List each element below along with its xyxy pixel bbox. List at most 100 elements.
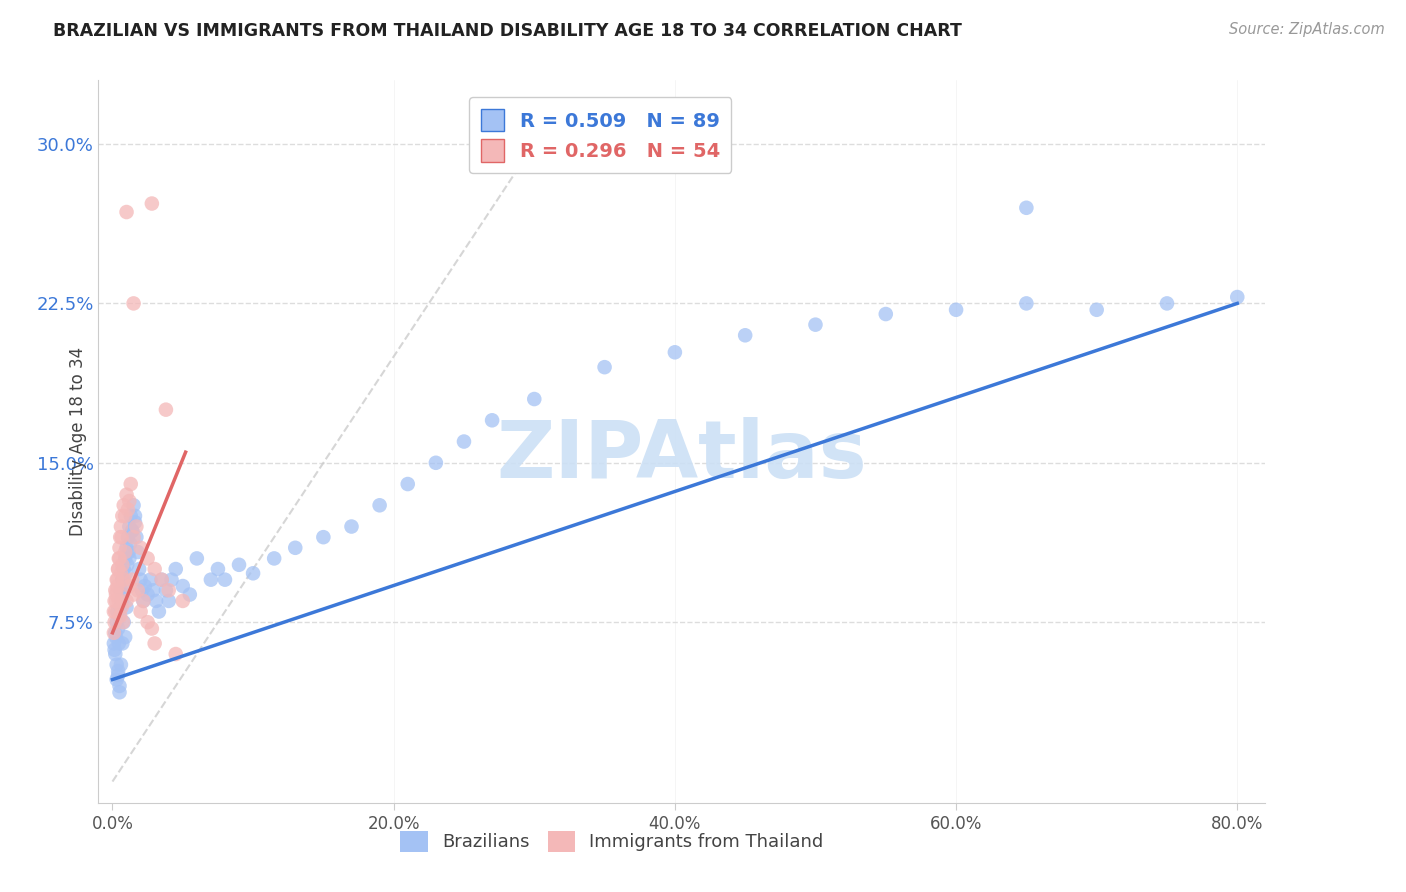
Point — [105, 657, 128, 672]
Point — [664, 345, 686, 359]
Point — [127, 545, 149, 559]
Point — [108, 608, 131, 623]
Point — [105, 573, 128, 587]
Point — [142, 583, 165, 598]
Point — [1015, 201, 1038, 215]
Point — [453, 434, 475, 449]
Point — [1156, 296, 1178, 310]
Point — [107, 664, 129, 678]
Point — [107, 562, 129, 576]
Point — [129, 573, 152, 587]
Point — [340, 519, 363, 533]
Point — [103, 636, 125, 650]
Point — [104, 615, 127, 630]
Point — [132, 594, 155, 608]
Point — [114, 551, 136, 566]
Point — [114, 579, 135, 593]
Point — [122, 530, 145, 544]
Point — [186, 551, 208, 566]
Point — [111, 558, 134, 572]
Point — [118, 519, 141, 533]
Point — [172, 594, 194, 608]
Point — [121, 524, 143, 538]
Point — [131, 583, 153, 598]
Point — [111, 530, 132, 544]
Point — [523, 392, 546, 406]
Point — [108, 685, 131, 699]
Point — [115, 541, 138, 555]
Point — [160, 573, 183, 587]
Point — [111, 594, 132, 608]
Point — [111, 573, 134, 587]
Point — [107, 622, 129, 636]
Point — [104, 594, 127, 608]
Point — [104, 605, 127, 619]
Point — [118, 494, 141, 508]
Point — [122, 588, 145, 602]
Point — [148, 605, 170, 619]
Point — [115, 566, 138, 581]
Legend: Brazilians, Immigrants from Thailand: Brazilians, Immigrants from Thailand — [394, 823, 831, 859]
Point — [118, 579, 141, 593]
Point — [112, 615, 135, 630]
Point — [945, 302, 967, 317]
Point — [396, 477, 419, 491]
Point — [139, 573, 162, 587]
Point — [143, 636, 166, 650]
Point — [145, 594, 167, 608]
Point — [115, 600, 138, 615]
Point — [481, 413, 503, 427]
Point — [425, 456, 447, 470]
Point — [593, 360, 616, 375]
Point — [141, 622, 163, 636]
Point — [107, 668, 129, 682]
Point — [1085, 302, 1108, 317]
Point — [110, 566, 132, 581]
Point — [179, 588, 201, 602]
Point — [108, 541, 131, 555]
Point — [242, 566, 264, 581]
Point — [118, 551, 141, 566]
Point — [107, 605, 129, 619]
Text: ZIPAtlas: ZIPAtlas — [496, 417, 868, 495]
Point — [157, 583, 180, 598]
Point — [129, 605, 152, 619]
Point — [136, 615, 159, 630]
Point — [107, 579, 129, 593]
Point — [112, 615, 135, 630]
Y-axis label: Disability Age 18 to 34: Disability Age 18 to 34 — [69, 347, 87, 536]
Point — [105, 630, 128, 644]
Point — [214, 573, 236, 587]
Point — [128, 562, 150, 576]
Point — [110, 583, 132, 598]
Point — [105, 673, 128, 687]
Point — [105, 583, 128, 598]
Point — [105, 588, 128, 602]
Point — [104, 625, 127, 640]
Point — [111, 636, 134, 650]
Point — [117, 502, 139, 516]
Point — [108, 551, 131, 566]
Point — [104, 583, 127, 598]
Point — [108, 594, 131, 608]
Point — [103, 625, 125, 640]
Point — [172, 579, 194, 593]
Point — [120, 536, 141, 550]
Point — [127, 583, 149, 598]
Point — [103, 605, 125, 619]
Point — [368, 498, 391, 512]
Point — [120, 508, 142, 523]
Text: BRAZILIAN VS IMMIGRANTS FROM THAILAND DISABILITY AGE 18 TO 34 CORRELATION CHART: BRAZILIAN VS IMMIGRANTS FROM THAILAND DI… — [53, 22, 962, 40]
Point — [150, 573, 173, 587]
Point — [124, 508, 146, 523]
Point — [110, 657, 132, 672]
Point — [150, 573, 173, 587]
Point — [121, 524, 143, 538]
Point — [134, 579, 156, 593]
Point — [121, 573, 143, 587]
Point — [115, 594, 138, 608]
Point — [136, 551, 159, 566]
Point — [122, 296, 145, 310]
Point — [1226, 290, 1249, 304]
Point — [107, 562, 129, 576]
